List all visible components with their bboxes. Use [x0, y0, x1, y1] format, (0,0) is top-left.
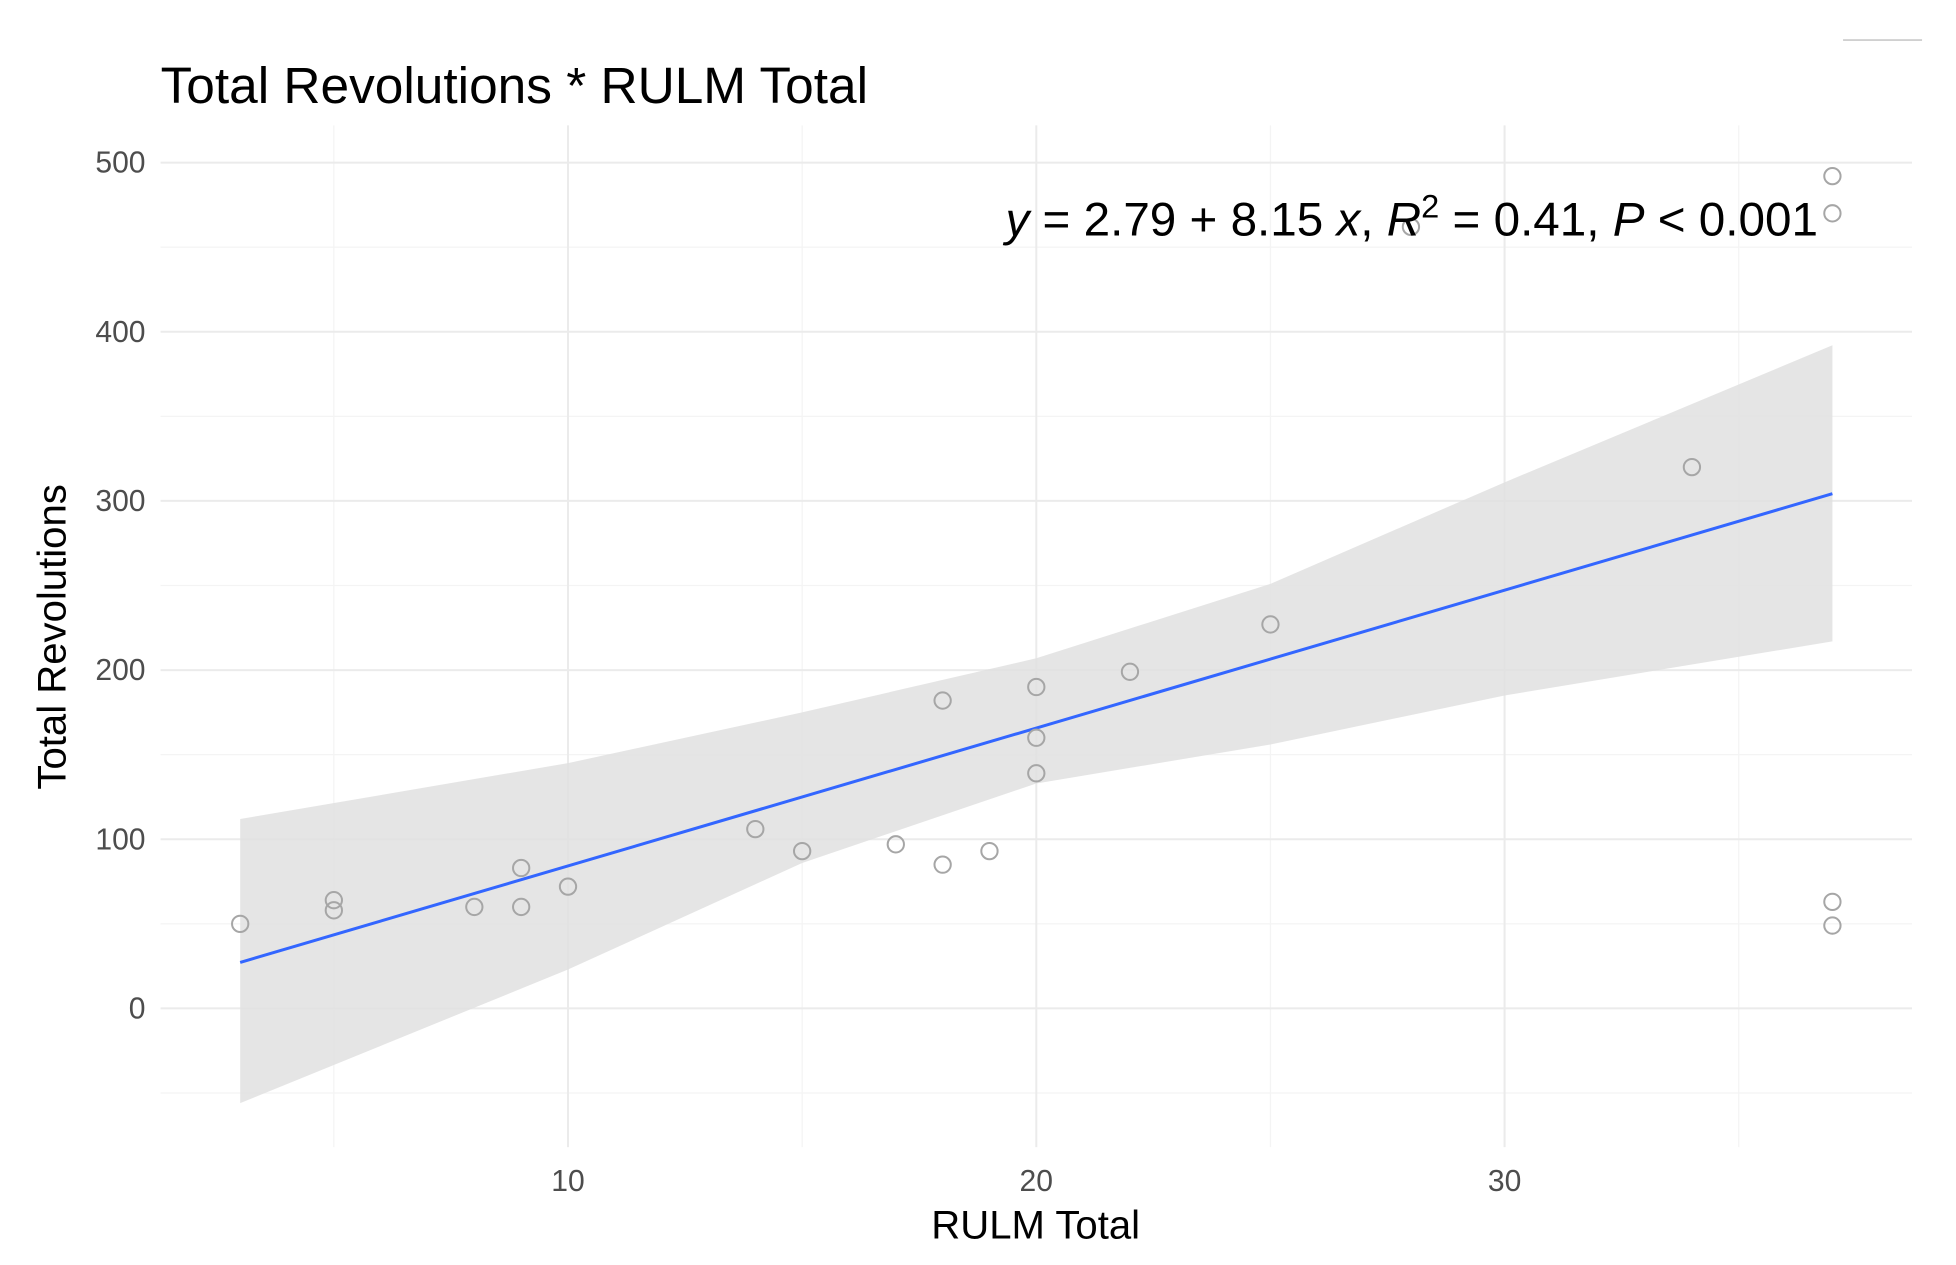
y-tick-label: 100 — [95, 823, 145, 856]
point — [933, 691, 952, 710]
annotation-part: < 0.001 — [1645, 194, 1818, 247]
point — [980, 841, 999, 861]
point — [1027, 677, 1046, 697]
point — [746, 819, 765, 839]
point — [1682, 457, 1702, 477]
chart-title: Total Revolutions * RULM Total — [161, 56, 868, 114]
point — [1823, 166, 1842, 186]
x-tick-label: 10 — [551, 1165, 584, 1198]
annotation-part: 2 — [1421, 187, 1439, 224]
annotation-part: , — [1360, 194, 1386, 247]
y-tick-label: 200 — [95, 654, 145, 687]
annotation-part: = 0.41, — [1439, 194, 1612, 247]
x-tick-label: 20 — [1020, 1165, 1053, 1198]
y-tick-label: 0 — [129, 992, 146, 1025]
point — [1027, 764, 1046, 783]
confidence-band — [240, 345, 1833, 1104]
point — [1823, 204, 1842, 223]
annotation-part: x — [1335, 194, 1363, 247]
annotation-part: = 2.79 + 8.15 — [1029, 194, 1336, 247]
x-tick-label: 30 — [1488, 1165, 1521, 1198]
point — [792, 841, 812, 861]
fit-line — [239, 492, 1833, 964]
point — [1401, 217, 1421, 237]
point — [1261, 615, 1280, 634]
point — [324, 901, 343, 920]
x-axis-title: RULM Total — [931, 1204, 1140, 1248]
point — [324, 891, 343, 910]
point — [1120, 662, 1140, 681]
point — [558, 877, 578, 896]
point — [512, 897, 531, 917]
point — [933, 855, 952, 874]
y-axis-title: Total Revolutions — [30, 484, 74, 789]
annotation: y = 2.79 + 8.15 x, R2 = 0.41, P < 0.001 — [1003, 187, 1818, 247]
annotation-part: y — [1003, 194, 1033, 247]
annotation-part: P — [1613, 194, 1645, 247]
point — [512, 858, 531, 878]
point — [1027, 728, 1046, 747]
point — [1823, 916, 1842, 935]
point — [231, 914, 250, 934]
annotation-part: R — [1387, 194, 1421, 247]
point — [1823, 892, 1842, 912]
point — [886, 835, 905, 854]
y-tick-label: 300 — [95, 485, 145, 518]
point — [465, 897, 484, 917]
y-tick-label: 400 — [95, 316, 145, 349]
y-tick-label: 500 — [95, 147, 145, 180]
